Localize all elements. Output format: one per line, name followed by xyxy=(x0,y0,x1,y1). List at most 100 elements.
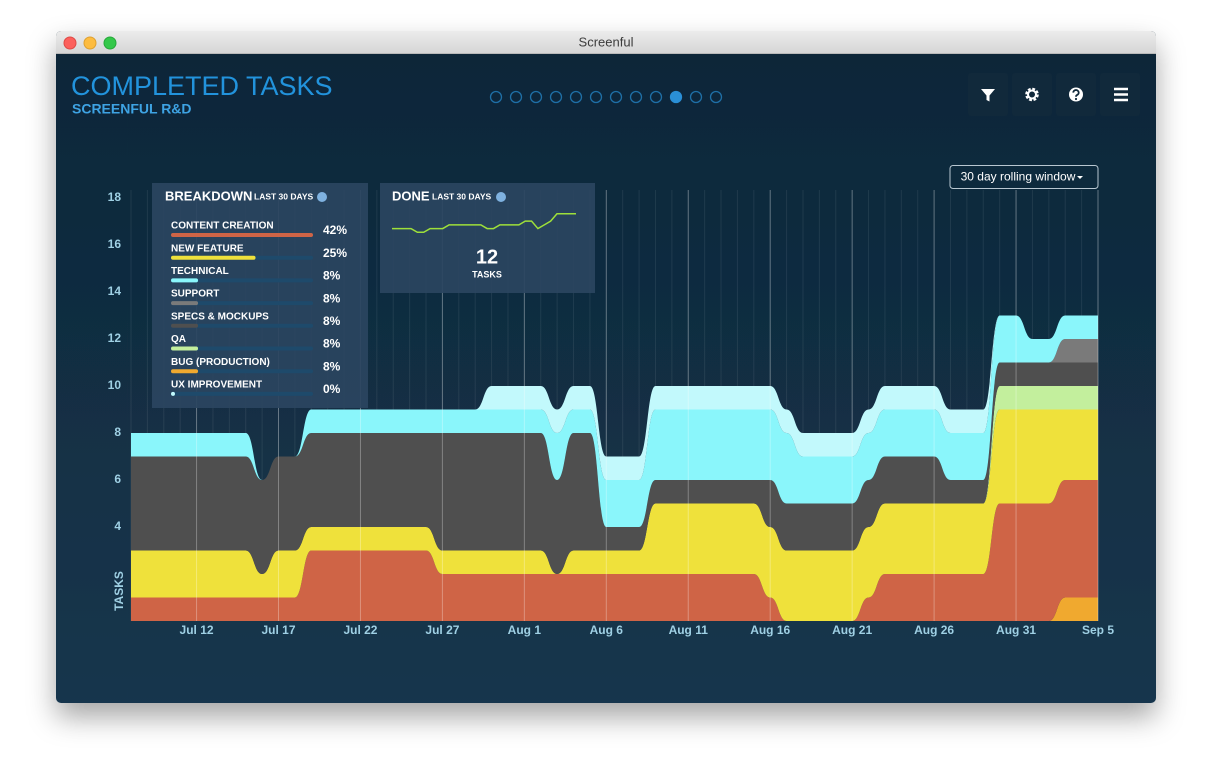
item-percent: 8% xyxy=(323,337,341,351)
y-tick-label: 12 xyxy=(108,331,122,345)
title-bar xyxy=(56,31,1156,53)
info-icon[interactable] xyxy=(317,192,327,202)
item-track xyxy=(171,323,313,328)
item-name: NEW FEATURE xyxy=(171,243,244,254)
item-percent: 42% xyxy=(323,223,347,237)
pager-dot[interactable] xyxy=(509,90,523,104)
x-tick-label: Jul 17 xyxy=(261,623,295,637)
item-track xyxy=(171,346,313,351)
pager-dot[interactable] xyxy=(629,90,643,104)
x-tick-label: Jul 22 xyxy=(343,623,377,637)
area-layer xyxy=(131,386,1098,574)
item-bar xyxy=(171,233,313,237)
y-tick-label: 18 xyxy=(108,190,122,204)
item-percent: 8% xyxy=(323,359,341,373)
pager-dot-active[interactable] xyxy=(669,90,683,104)
y-tick-label: 10 xyxy=(108,378,122,392)
pager-dot[interactable] xyxy=(549,90,563,104)
window-selector[interactable]: 30 day rolling window xyxy=(949,165,1099,189)
item-bar xyxy=(171,278,199,283)
x-tick-label: Aug 21 xyxy=(832,623,872,637)
sparkline xyxy=(392,212,576,234)
panel-period: LAST 30 DAYS xyxy=(432,191,492,201)
item-name: UX IMPROVEMENT xyxy=(171,380,262,391)
menu-icon xyxy=(1114,87,1128,102)
item-name: TECHNICAL xyxy=(171,266,229,277)
settings-button[interactable] xyxy=(1012,73,1052,116)
done-panel: DONE LAST 30 DAYS 12 TASKS xyxy=(380,183,595,293)
toolbar xyxy=(968,73,1140,116)
panel-bg xyxy=(380,183,595,293)
area-layer xyxy=(131,409,1098,621)
item-bar xyxy=(171,323,199,328)
area-layer xyxy=(131,315,1098,527)
x-tick-label: Jul 27 xyxy=(425,623,459,637)
item-name: BUG (PRODUCTION) xyxy=(171,357,270,368)
panel-title: DONE xyxy=(392,188,430,203)
pager-dot[interactable] xyxy=(489,90,503,104)
pager-dot[interactable] xyxy=(589,90,603,104)
pager-dot[interactable] xyxy=(529,90,543,104)
breakdown-list: CONTENT CREATION 42% NEW FEATURE 25% TECHNIC… xyxy=(171,221,347,396)
zoom-button[interactable] xyxy=(103,36,117,50)
y-tick-label: 6 xyxy=(114,472,121,486)
pager-dot[interactable] xyxy=(709,90,723,104)
x-tick-label: Aug 11 xyxy=(669,623,709,637)
item-bar xyxy=(171,301,199,306)
x-tick-label: Aug 31 xyxy=(996,623,1036,637)
y-tick-label: 14 xyxy=(108,284,122,298)
panel-period: LAST 30 DAYS xyxy=(254,191,314,201)
item-bar xyxy=(171,255,256,260)
x-tick-label: Aug 26 xyxy=(914,623,954,637)
y-tick-label: 4 xyxy=(114,519,121,533)
pager-dot[interactable] xyxy=(609,90,623,104)
settings-icon xyxy=(1025,87,1039,102)
x-tick-label: Sep 5 xyxy=(1082,623,1114,637)
selector-label: 30 day rolling window xyxy=(961,170,1076,184)
pager-dot[interactable] xyxy=(689,90,703,104)
minimize-button[interactable] xyxy=(83,36,97,50)
close-button[interactable] xyxy=(63,36,77,50)
info-icon[interactable] xyxy=(496,192,506,202)
y-axis-label: TASKS xyxy=(112,571,126,611)
page-subtitle: SCREENFUL R&D xyxy=(72,101,192,117)
item-track xyxy=(171,391,313,396)
x-tick-label: Aug 16 xyxy=(750,623,790,637)
help-icon xyxy=(1069,87,1083,102)
item-percent: 8% xyxy=(323,269,341,283)
item-percent: 8% xyxy=(323,291,341,305)
selector-box[interactable] xyxy=(949,165,1099,189)
area-layer xyxy=(131,315,1098,480)
item-percent: 25% xyxy=(323,246,347,260)
item-track xyxy=(171,278,313,283)
window-title: Screenful xyxy=(579,34,634,49)
item-bar xyxy=(171,391,175,396)
item-name: SUPPORT xyxy=(171,289,219,300)
panel-title: BREAKDOWN xyxy=(165,188,252,203)
item-bar xyxy=(171,369,199,374)
chart: 4 6 8 10 12 14 16 18 Jul 12 Jul 17 Jul 22 Jul 27 Aug… xyxy=(108,190,1114,637)
page-title: COMPLETED TASKS xyxy=(71,71,333,101)
selector-caret xyxy=(1077,176,1083,179)
item-name: QA xyxy=(171,334,186,345)
x-tick-label: Aug 6 xyxy=(590,623,624,637)
item-percent: 0% xyxy=(323,382,341,396)
item-bar xyxy=(171,346,199,351)
filter-icon xyxy=(981,89,995,102)
done-unit: TASKS xyxy=(472,269,502,279)
y-tick-label: 16 xyxy=(108,237,122,251)
x-tick-label: Jul 12 xyxy=(180,623,214,637)
item-track xyxy=(171,301,313,306)
breakdown-panel: BREAKDOWN LAST 30 DAYS CONTENT CREATION 4… xyxy=(152,183,368,408)
pager xyxy=(489,90,723,104)
area-layer xyxy=(131,480,1098,621)
x-tick-label: Aug 1 xyxy=(508,623,542,637)
item-name: SPECS & MOCKUPS xyxy=(171,311,269,322)
y-tick-label: 8 xyxy=(114,425,121,439)
item-track xyxy=(171,369,313,374)
pager-dot[interactable] xyxy=(569,90,583,104)
item-name: CONTENT CREATION xyxy=(171,221,274,232)
area-layer xyxy=(131,362,1098,574)
pager-dot[interactable] xyxy=(649,90,663,104)
